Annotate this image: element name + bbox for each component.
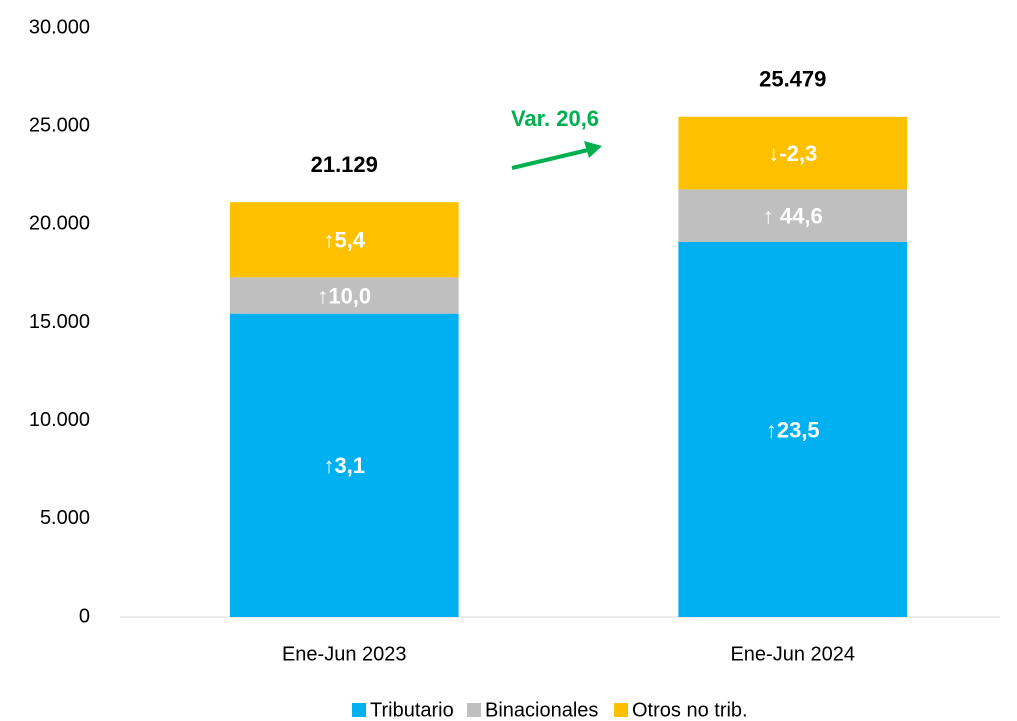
- legend-label: Tributario: [370, 699, 454, 721]
- bar-segment: [229, 202, 459, 278]
- legend-swatch: [352, 703, 366, 717]
- y-tick-label: 20.000: [29, 213, 90, 235]
- bar-segment: [229, 277, 459, 314]
- total-label: 25.479: [759, 67, 826, 92]
- segment-label: ↑ 44,6: [763, 204, 823, 229]
- segment-label: ↓-2,3: [768, 141, 817, 166]
- y-tick-label: 25.000: [29, 114, 90, 136]
- segment-label: ↑3,1: [323, 453, 365, 478]
- bar-segment: [678, 189, 908, 243]
- y-tick-label: 30.000: [29, 16, 90, 38]
- legend-swatch: [614, 703, 628, 717]
- annotation: Var. 20,6: [511, 106, 599, 131]
- y-tick-label: 5.000: [40, 507, 90, 529]
- segment-label: ↑23,5: [766, 417, 820, 442]
- segment-label: ↑5,4: [323, 228, 365, 253]
- x-tick-label: Ene-Jun 2023: [282, 643, 407, 665]
- y-tick-label: 0: [79, 605, 90, 627]
- segment-label: ↑10,0: [317, 283, 371, 308]
- y-tick-label: 15.000: [29, 311, 90, 333]
- x-tick-label: Ene-Jun 2024: [730, 643, 855, 665]
- legend-swatch: [467, 703, 481, 717]
- total-label: 21.129: [311, 152, 378, 177]
- annotation-arrow: [511, 148, 589, 170]
- bar-segment: [678, 116, 908, 190]
- y-tick-label: 10.000: [29, 409, 90, 431]
- bar-segment: [229, 313, 459, 617]
- legend-label: Binacionales: [485, 699, 598, 721]
- bar-segment: [678, 242, 908, 617]
- legend-label: Otros no trib.: [632, 699, 748, 721]
- annotation-arrowhead: [584, 141, 602, 158]
